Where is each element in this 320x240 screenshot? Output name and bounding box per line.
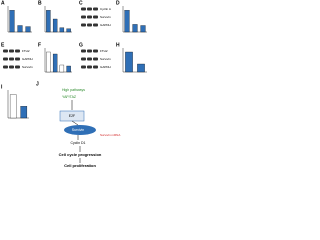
bar bbox=[140, 25, 146, 33]
blot-band bbox=[15, 49, 20, 53]
bar bbox=[52, 53, 58, 73]
panel-letter: I bbox=[1, 84, 3, 90]
blot-label: Cyclin A bbox=[100, 7, 111, 11]
blot-label: Survivin bbox=[100, 57, 111, 61]
diagram-note: Survivin mRNA bbox=[100, 133, 120, 137]
blot-label: FTH2 bbox=[22, 49, 30, 53]
bar bbox=[17, 25, 23, 33]
diagram-label: Survivin bbox=[72, 128, 85, 132]
blot-band bbox=[87, 65, 92, 69]
blot-band bbox=[9, 49, 14, 53]
blot-band bbox=[9, 57, 14, 61]
blot-label: GAPDH bbox=[100, 65, 111, 69]
bar bbox=[52, 18, 58, 33]
blot-label: GAPDH bbox=[100, 23, 111, 27]
panel-letter: D bbox=[116, 0, 120, 6]
panel-letter: H bbox=[116, 42, 120, 48]
figure: J A B C Cyclin A Survivin GAPDH D E FTH2 GAPDH Sur… bbox=[1, 0, 147, 168]
blot-band bbox=[93, 65, 98, 69]
diagram-label: YAP/TAZ bbox=[62, 95, 77, 99]
blot-label: Survivin bbox=[100, 15, 111, 19]
blot-band bbox=[15, 57, 20, 61]
blot-band bbox=[3, 57, 8, 61]
blot-band bbox=[3, 49, 8, 53]
diagram-label: High pathways bbox=[62, 88, 85, 92]
blot-band bbox=[9, 65, 14, 69]
bar bbox=[132, 24, 138, 33]
bar bbox=[125, 51, 133, 73]
bar bbox=[59, 27, 65, 33]
arrow bbox=[71, 120, 79, 126]
bar bbox=[9, 94, 17, 119]
node bbox=[64, 125, 96, 135]
bar bbox=[46, 10, 51, 33]
bar bbox=[137, 63, 145, 73]
blot-band bbox=[81, 7, 86, 11]
blot-label: Survivin bbox=[22, 65, 33, 69]
panel-letter: B bbox=[38, 0, 42, 6]
blot-band bbox=[81, 49, 86, 53]
blot-band bbox=[87, 7, 92, 11]
bar bbox=[66, 28, 71, 33]
panel-letter: G bbox=[79, 42, 83, 48]
blot-label: FTH2 bbox=[100, 49, 108, 53]
diagram-label: Cell cycle progression bbox=[59, 152, 102, 157]
diagram-label: Cell proliferation bbox=[64, 163, 96, 168]
blot-band bbox=[3, 65, 8, 69]
blot-band bbox=[81, 65, 86, 69]
blot-band bbox=[81, 57, 86, 61]
panel-letter: F bbox=[38, 42, 41, 48]
blot-band bbox=[81, 23, 86, 27]
bar bbox=[25, 26, 31, 33]
panel-letter: J bbox=[36, 81, 39, 87]
blot-band bbox=[93, 49, 98, 53]
diagram-label: E2F bbox=[69, 114, 75, 118]
panel-letter: C bbox=[79, 0, 83, 6]
panel-letter: A bbox=[1, 0, 5, 6]
blot-band bbox=[93, 57, 98, 61]
diagram-label: Cyclin D1 bbox=[71, 141, 86, 145]
blot-band bbox=[87, 15, 92, 19]
blot-band bbox=[87, 23, 92, 27]
bar bbox=[124, 10, 130, 33]
bar bbox=[46, 51, 51, 73]
blot-band bbox=[15, 65, 20, 69]
blot-band bbox=[87, 57, 92, 61]
blot-band bbox=[93, 15, 98, 19]
bar bbox=[20, 106, 28, 119]
blot-band bbox=[87, 49, 92, 53]
bar bbox=[9, 10, 15, 33]
panel-letter: E bbox=[1, 42, 5, 48]
bar bbox=[59, 64, 65, 73]
blot-label: GAPDH bbox=[22, 57, 33, 61]
blot-band bbox=[81, 15, 86, 19]
blot-band bbox=[93, 23, 98, 27]
bar bbox=[66, 65, 71, 73]
blot-band bbox=[93, 7, 98, 11]
